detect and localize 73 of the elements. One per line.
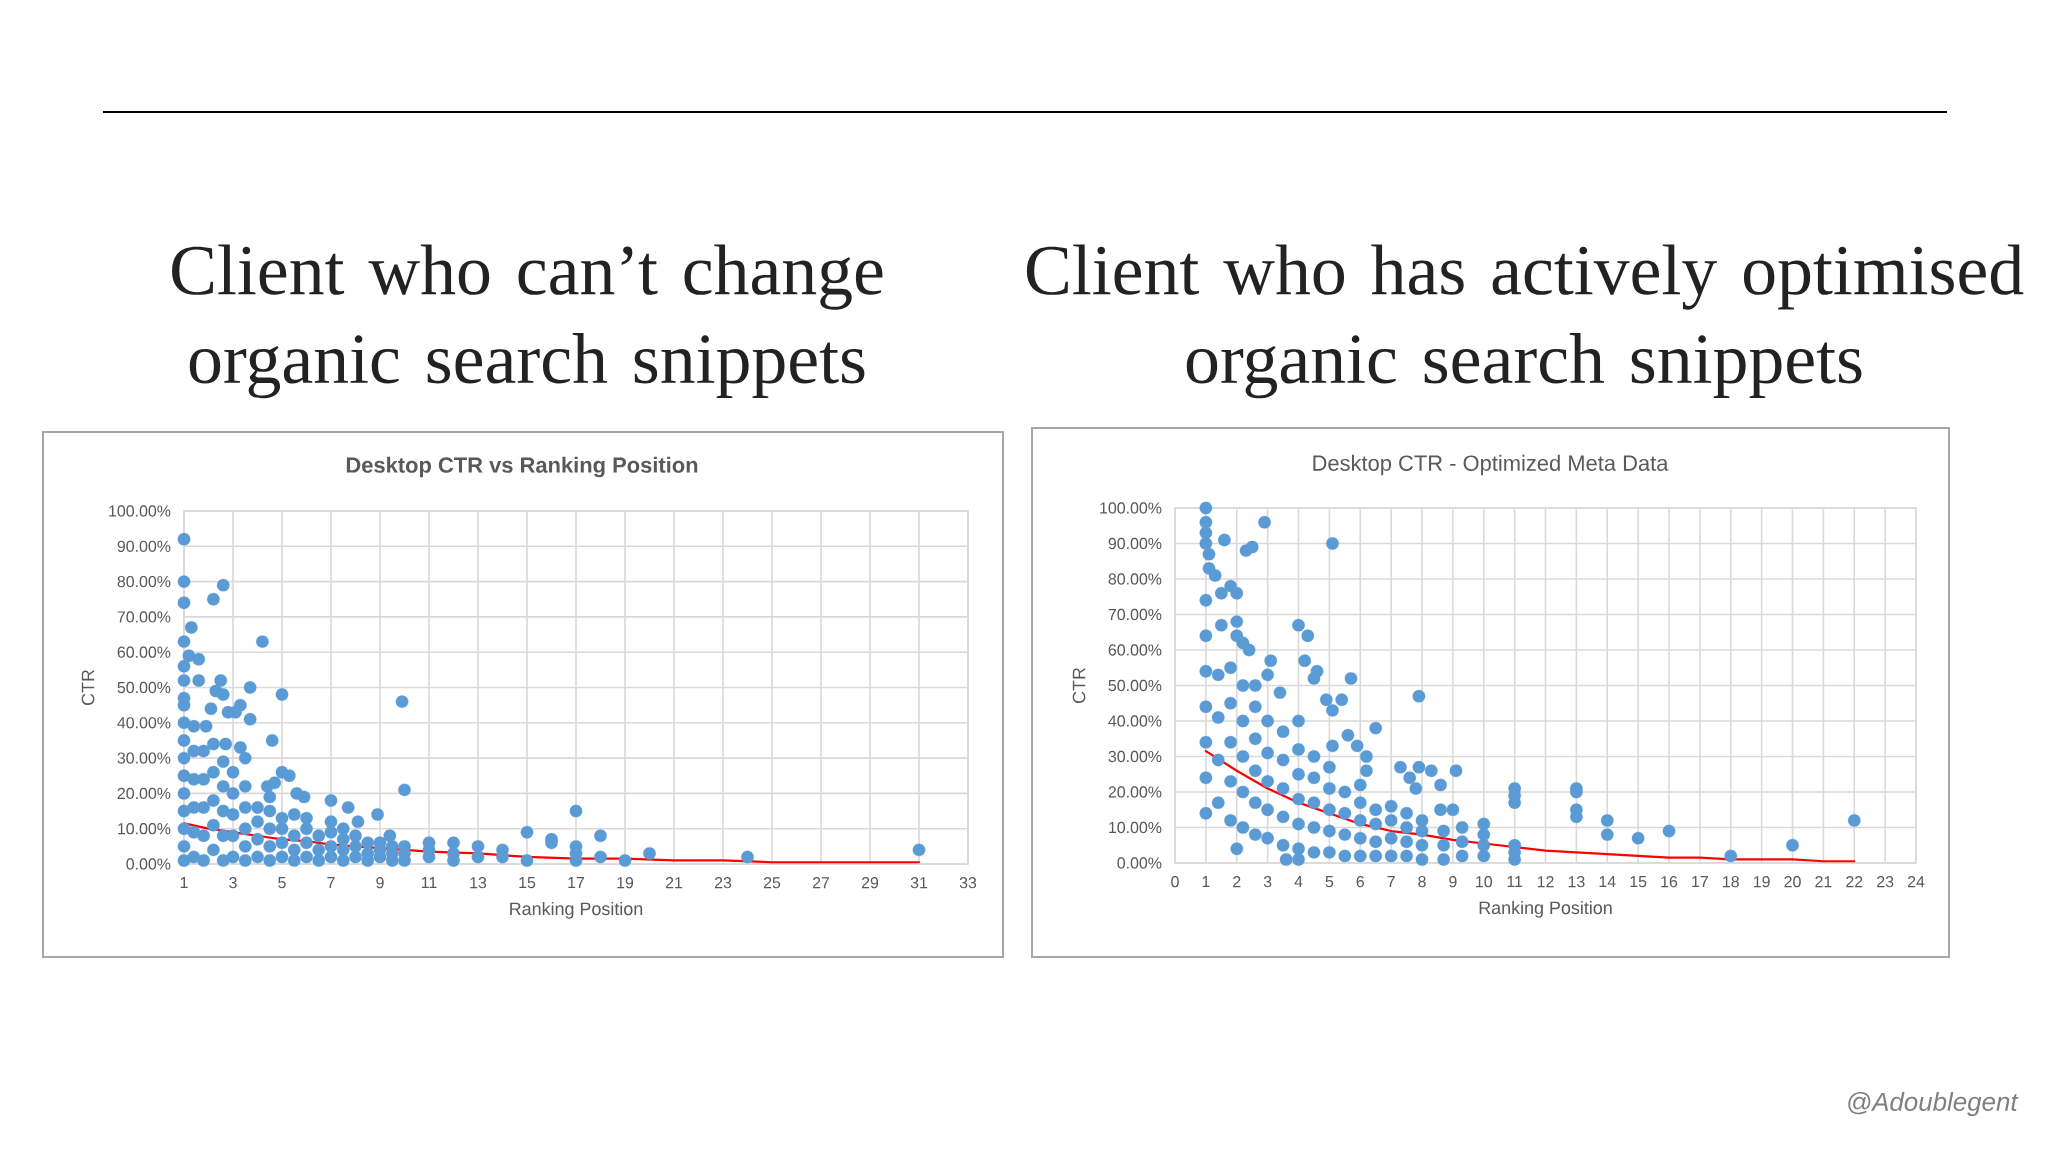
x-tick-label: 9 [1449,876,1457,888]
x-tick-label: 11 [421,877,437,888]
y-tick-label: 40.00% [1108,715,1162,727]
x-tick-label: 23 [714,877,732,889]
x-tick-label: 21 [665,877,683,889]
y-axis-title: CTR [81,669,95,706]
x-tick-label: 17 [1692,876,1708,887]
x-tick-label: 8 [1418,876,1426,888]
y-tick-label: 100.00% [109,505,171,517]
x-tick-label: 9 [376,877,384,889]
x-tick-label: 7 [327,877,335,888]
x-tick-label: 22 [1846,876,1863,888]
x-tick-label: 12 [1537,876,1554,888]
x-tick-label: 5 [1325,876,1334,888]
y-tick-label: 30.00% [1108,750,1162,763]
y-tick-label: 90.00% [117,540,171,552]
y-tick-label: 90.00% [1108,537,1162,550]
y-tick-label: 10.00% [118,823,171,835]
y-tick-label: 50.00% [117,681,171,694]
x-tick-label: 3 [1263,876,1272,888]
x-tick-label: 13 [470,877,487,889]
x-tick-label: 14 [1599,876,1616,887]
y-tick-label: 70.00% [1108,608,1162,621]
x-tick-label: 3 [229,877,237,889]
y-tick-label: 50.00% [1108,679,1162,692]
y-tick-label: 80.00% [1108,573,1162,585]
x-tick-label: 19 [1754,876,1770,888]
x-tick-label: 29 [861,877,879,889]
x-tick-label: 1 [1202,876,1210,887]
x-tick-label: 5 [278,877,286,889]
x-tick-label: 0 [1171,876,1179,888]
chart-subtitle: Desktop CTR vs Ranking Position [346,456,698,478]
y-tick-label: 100.00% [1100,502,1162,514]
x-tick-label: 7 [1387,876,1395,887]
x-tick-label: 31 [910,877,928,889]
x-tick-label: 11 [1507,876,1523,887]
x-tick-label: 27 [812,877,830,889]
x-tick-label: 18 [1723,876,1739,888]
y-tick-label: 30.00% [117,752,171,764]
x-tick-label: 23 [1877,876,1894,888]
chart-subtitle: Desktop CTR - Optimized Meta Data [1313,454,1669,476]
chart-title: Client who can’t change organic search snippets [172,244,883,399]
x-tick-label: 17 [568,877,585,888]
x-tick-label: 20 [1784,876,1801,888]
x-tick-label: 4 [1294,876,1303,887]
x-tick-label: 19 [617,877,634,889]
y-tick-label: 70.00% [117,611,171,623]
x-axis-title: Ranking Position [1479,901,1612,918]
x-tick-label: 10 [1476,876,1493,888]
x-tick-label: 33 [959,877,977,889]
y-tick-label: 10.00% [1109,821,1162,834]
x-tick-label: 15 [519,877,536,889]
x-tick-label: 24 [1907,876,1925,888]
x-tick-label: 15 [1630,876,1647,888]
x-axis-title: Ranking Position [510,902,643,919]
x-tick-label: 1 [180,877,188,888]
x-tick-label: 6 [1356,876,1364,888]
y-tick-label: 20.00% [1108,786,1162,798]
y-tick-label: 80.00% [117,575,171,588]
y-tick-label: 60.00% [1108,644,1162,656]
x-tick-label: 25 [763,877,781,889]
x-tick-label: 13 [1568,876,1585,888]
text: @Adoublegent [1848,1091,2019,1117]
x-tick-label: 16 [1661,876,1678,888]
chart-title: Client who has actively optimised organic search snippets [1026,244,2024,399]
x-tick-label: 21 [1815,876,1832,888]
y-tick-label: 0.00% [1117,857,1162,869]
y-axis-title: CTR [1072,667,1086,704]
x-tick-label: 2 [1233,876,1241,888]
y-tick-label: 20.00% [117,787,171,800]
y-tick-label: 0.00% [126,858,171,870]
y-tick-label: 40.00% [117,717,171,729]
y-tick-label: 60.00% [117,646,171,658]
